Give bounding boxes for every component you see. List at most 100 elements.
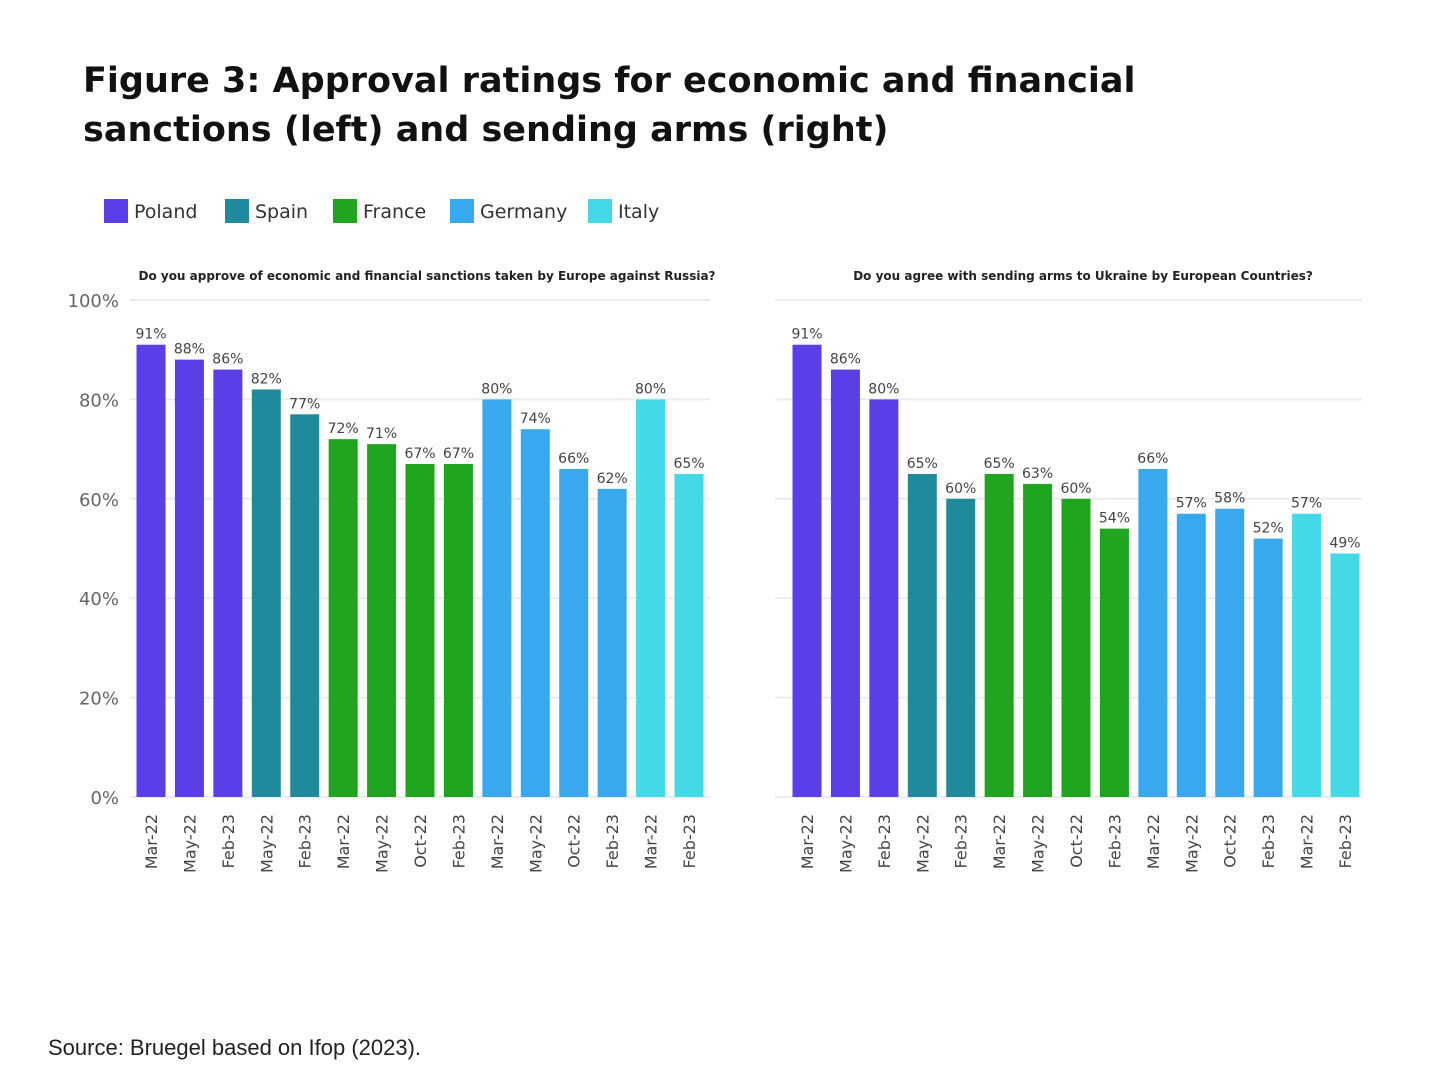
legend-label-spain: Spain xyxy=(255,201,308,223)
legend-label-germany: Germany xyxy=(480,201,567,223)
legend-label-poland: Poland xyxy=(134,201,197,223)
legend-swatch-spain xyxy=(225,199,249,223)
data-label: 82% xyxy=(251,371,282,387)
bar-spain-may-22 xyxy=(251,389,281,797)
bar-france-mar-22 xyxy=(984,473,1014,797)
y-tick-label: 60% xyxy=(79,490,119,511)
x-tick-label: Oct-22 xyxy=(1067,814,1086,868)
bar-germany-feb-23 xyxy=(1253,538,1283,797)
data-label: 71% xyxy=(366,426,397,442)
bar-italy-mar-22 xyxy=(1292,513,1322,797)
x-tick-label: May-22 xyxy=(373,814,392,873)
legend: Poland Spain France Germany Italy xyxy=(104,199,659,223)
legend-label-italy: Italy xyxy=(618,201,659,223)
legend-swatch-poland xyxy=(104,199,128,223)
chart-title: Do you agree with sending arms to Ukrain… xyxy=(853,269,1313,283)
bar-france-feb-23 xyxy=(443,464,473,797)
data-label: 86% xyxy=(830,352,861,368)
x-tick-label: May-22 xyxy=(180,814,199,873)
bar-spain-feb-23 xyxy=(290,414,320,797)
bar-germany-oct-22 xyxy=(1215,508,1245,797)
x-tick-label: Feb-23 xyxy=(952,814,971,868)
data-label: 49% xyxy=(1329,535,1360,551)
source-note: Source: Bruegel based on Ifop (2023). xyxy=(48,1035,421,1060)
data-label: 77% xyxy=(289,396,320,412)
x-tick-label: May-22 xyxy=(526,814,545,873)
figure-title-line1: Figure 3: Approval ratings for economic … xyxy=(83,61,1135,101)
chart-title: Do you approve of economic and financial… xyxy=(138,269,715,283)
x-tick-label: Mar-22 xyxy=(798,814,817,869)
legend-swatch-france xyxy=(333,199,357,223)
x-tick-label: May-22 xyxy=(1029,814,1048,873)
data-label: 52% xyxy=(1253,521,1284,537)
x-tick-label: Mar-22 xyxy=(642,814,661,869)
x-tick-label: Feb-23 xyxy=(296,814,315,868)
data-label: 91% xyxy=(135,327,166,343)
bar-germany-mar-22 xyxy=(482,399,512,797)
x-tick-label: Mar-22 xyxy=(990,814,1009,869)
bar-poland-feb-23 xyxy=(213,369,243,797)
data-label: 60% xyxy=(1060,481,1091,497)
data-label: 62% xyxy=(597,471,628,487)
x-tick-label: May-22 xyxy=(836,814,855,873)
x-tick-label: Feb-23 xyxy=(1259,814,1278,868)
bar-france-oct-22 xyxy=(1061,498,1091,797)
bar-france-may-22 xyxy=(367,444,397,797)
x-tick-label: Oct-22 xyxy=(1221,814,1240,868)
x-tick-label: Oct-22 xyxy=(565,814,584,868)
chart-arms: Do you agree with sending arms to Ukrain… xyxy=(775,269,1362,873)
x-tick-label: Feb-23 xyxy=(1336,814,1355,868)
bar-spain-feb-23 xyxy=(946,498,976,797)
data-label: 66% xyxy=(558,451,589,467)
x-tick-label: May-22 xyxy=(257,814,276,873)
y-tick-label: 80% xyxy=(79,390,119,411)
bar-italy-feb-23 xyxy=(1330,553,1360,797)
x-tick-label: May-22 xyxy=(913,814,932,873)
bar-germany-feb-23 xyxy=(597,488,627,797)
data-label: 60% xyxy=(945,481,976,497)
x-tick-label: Feb-23 xyxy=(680,814,699,868)
bar-germany-mar-22 xyxy=(1138,468,1168,797)
bar-germany-may-22 xyxy=(1176,513,1206,797)
x-tick-label: Feb-23 xyxy=(449,814,468,868)
bar-spain-may-22 xyxy=(907,473,937,797)
x-tick-label: Mar-22 xyxy=(488,814,507,869)
y-tick-label: 20% xyxy=(79,689,119,710)
data-label: 65% xyxy=(984,456,1015,472)
data-label: 88% xyxy=(174,342,205,358)
legend-label-france: France xyxy=(363,201,426,223)
figure-title-line2: sanctions (left) and sending arms (right… xyxy=(83,110,888,150)
data-label: 65% xyxy=(673,456,704,472)
bar-italy-feb-23 xyxy=(674,473,704,797)
data-label: 58% xyxy=(1214,491,1245,507)
data-label: 67% xyxy=(404,446,435,462)
data-label: 66% xyxy=(1137,451,1168,467)
bar-poland-feb-23 xyxy=(869,399,899,797)
bar-poland-mar-22 xyxy=(792,344,822,797)
chart-sanctions: Do you approve of economic and financial… xyxy=(68,269,716,873)
bar-france-oct-22 xyxy=(405,464,435,797)
y-tick-label: 0% xyxy=(90,788,119,809)
x-tick-label: Mar-22 xyxy=(1298,814,1317,869)
data-label: 67% xyxy=(443,446,474,462)
data-label: 63% xyxy=(1022,466,1053,482)
y-tick-label: 100% xyxy=(68,291,119,312)
bar-poland-may-22 xyxy=(830,369,860,797)
bar-germany-oct-22 xyxy=(559,468,589,797)
x-tick-label: Mar-22 xyxy=(1144,814,1163,869)
x-tick-label: Feb-23 xyxy=(219,814,238,868)
data-label: 74% xyxy=(520,411,551,427)
data-label: 80% xyxy=(868,381,899,397)
bar-italy-mar-22 xyxy=(636,399,666,797)
x-tick-label: Mar-22 xyxy=(142,814,161,869)
x-tick-label: Oct-22 xyxy=(411,814,430,868)
data-label: 57% xyxy=(1291,496,1322,512)
legend-swatch-italy xyxy=(588,199,612,223)
data-label: 65% xyxy=(907,456,938,472)
data-label: 80% xyxy=(635,381,666,397)
bar-poland-mar-22 xyxy=(136,344,166,797)
x-tick-label: Mar-22 xyxy=(334,814,353,869)
data-label: 80% xyxy=(481,381,512,397)
bar-france-mar-22 xyxy=(328,439,358,797)
